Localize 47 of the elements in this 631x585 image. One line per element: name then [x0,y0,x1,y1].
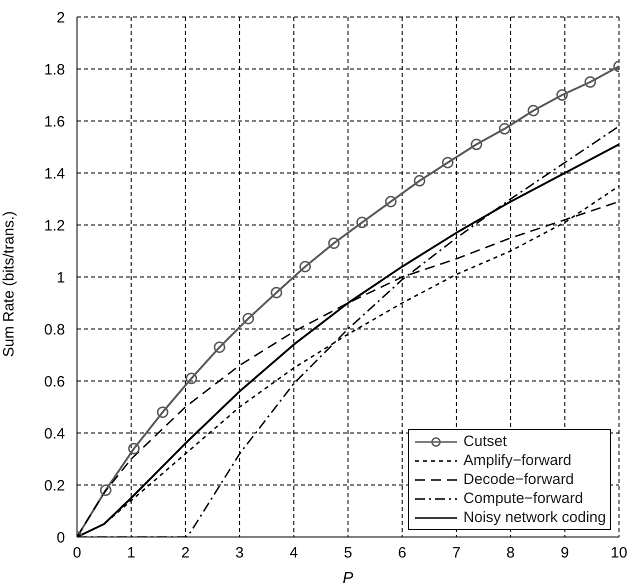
x-tick-label: 10 [610,544,628,562]
y-tick-label: 0.6 [44,373,65,390]
legend-label: Compute−forward [463,489,584,508]
point [100,484,112,496]
point [299,260,311,272]
x-tick-label: 3 [235,544,244,562]
x-tick-label: 9 [560,544,569,562]
y-tick-label: 1.6 [44,113,65,130]
x-axis-title: P [342,570,354,585]
point [442,156,454,168]
point [128,442,140,454]
x-tick-label: 2 [181,544,190,562]
y-tick-label: 0 [56,529,65,546]
point [186,372,198,384]
point [356,216,368,228]
point [470,138,482,150]
legend-label: Cutset [463,432,507,451]
x-tick-label: 8 [506,544,515,562]
point [214,341,226,353]
point [242,312,254,324]
point [270,286,282,298]
x-tick-label: 1 [127,544,136,562]
y-tick-label: 0.2 [44,477,65,494]
y-tick-label: 1.4 [44,165,65,182]
legend-label: Amplify−forward [463,451,572,470]
y-tick-label: 1.8 [44,61,65,78]
point [528,104,540,116]
point [156,406,168,418]
legend-label: Noisy network coding [463,508,606,527]
x-tick-label: 6 [398,544,406,562]
y-tick-label: 1 [56,269,65,286]
point [498,123,510,135]
point [556,89,568,101]
y-tick-label: 0.8 [44,321,65,338]
point [414,175,426,187]
y-tick-label: 0.4 [44,425,65,442]
point [385,196,397,208]
x-tick-label: 7 [452,544,461,562]
x-tick-label: 0 [72,544,82,562]
x-tick-label: 5 [344,544,352,562]
y-axis-title: Sum Rate (bits/trans.) [0,211,18,357]
y-tick-label: 2 [56,9,65,26]
point [328,237,340,249]
legend-label: Decode−forward [463,470,574,489]
x-tick-label: 4 [290,544,298,562]
y-tick-label: 1.2 [44,217,65,234]
point [584,76,596,88]
